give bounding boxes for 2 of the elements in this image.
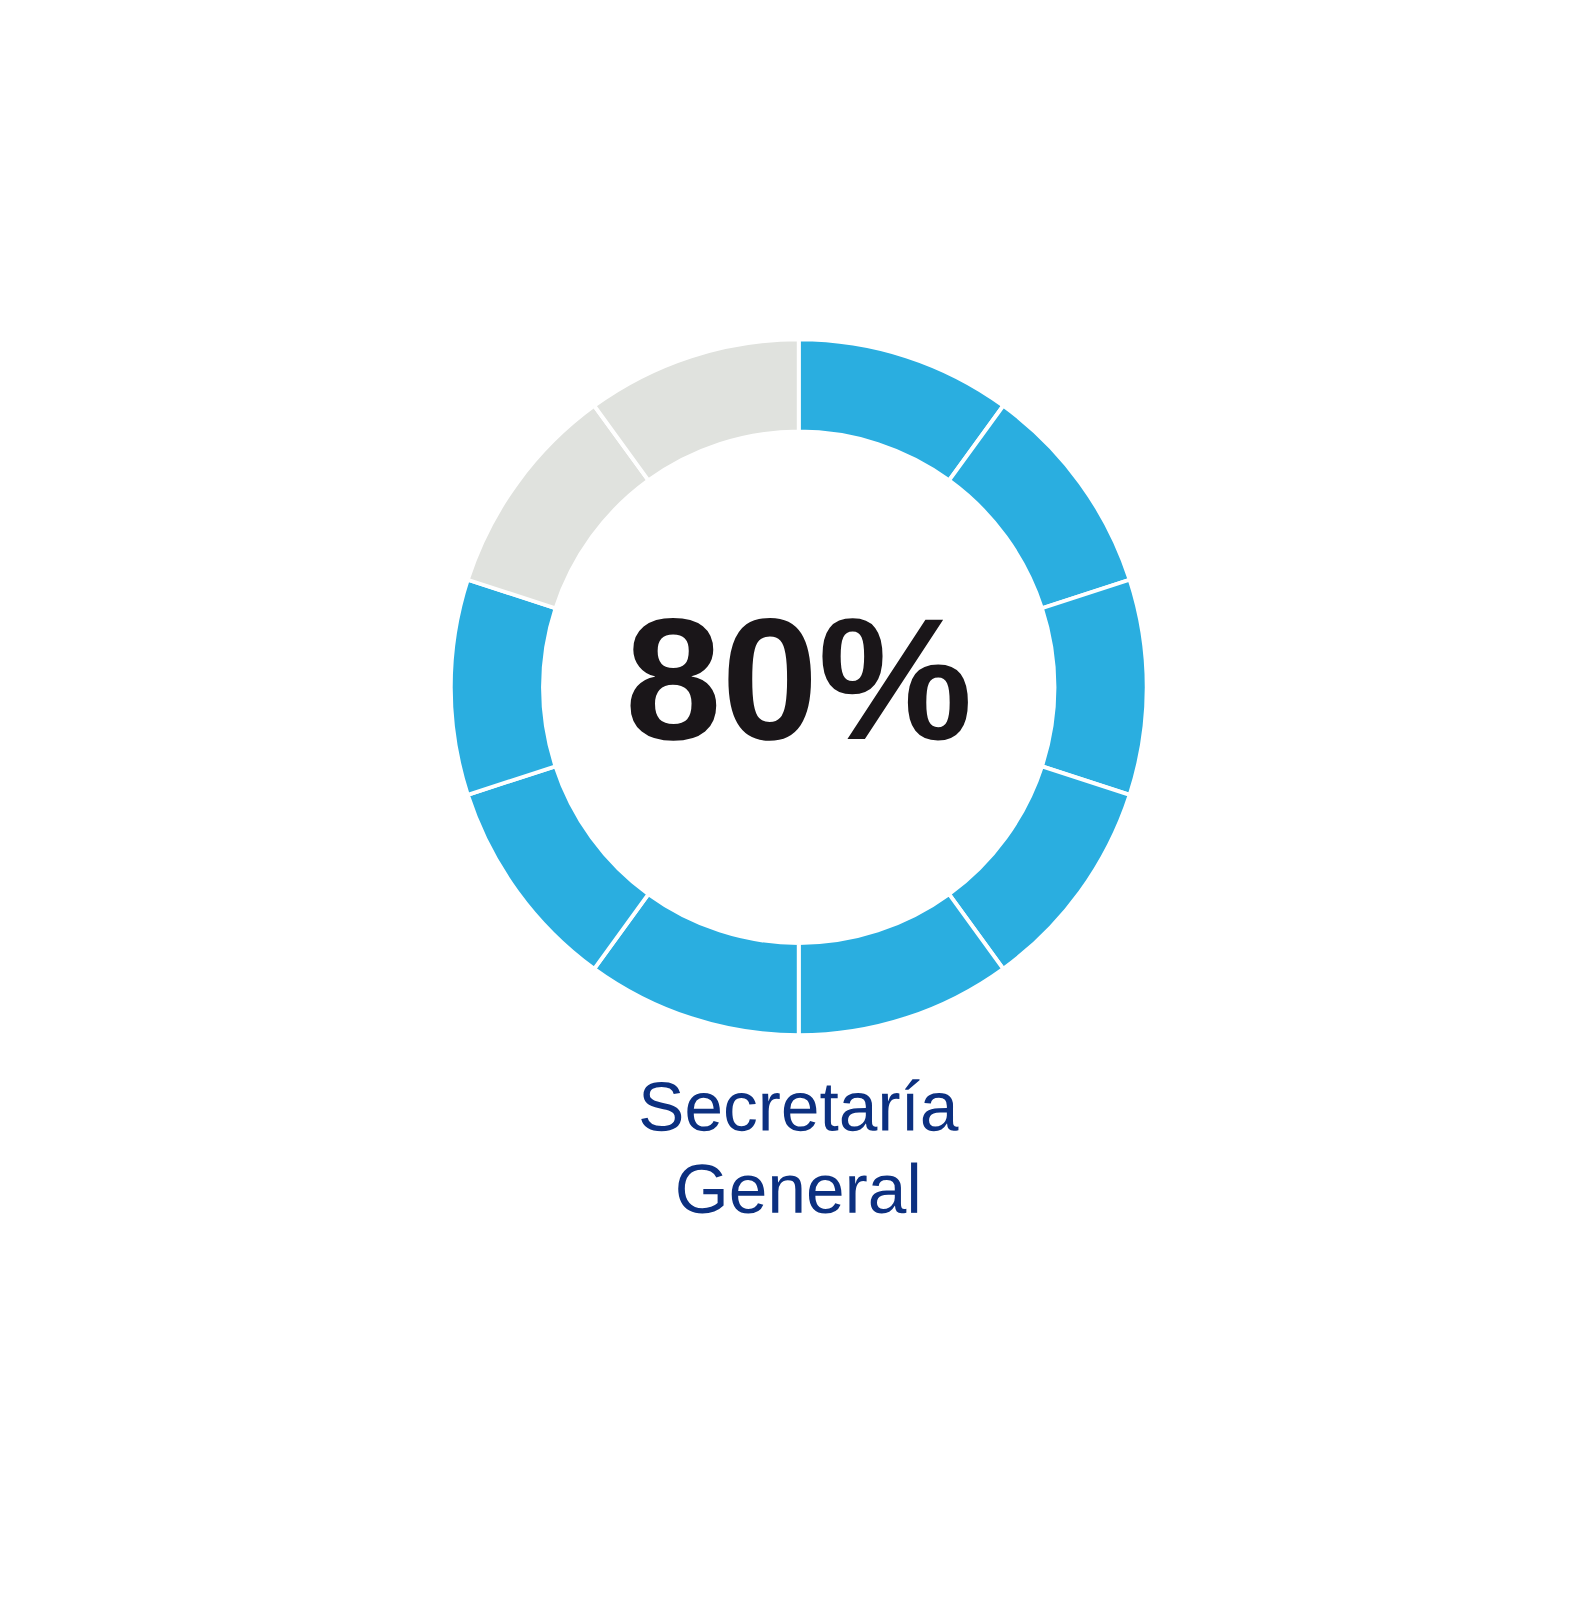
text: 80%: [630, 617, 968, 741]
text: Secretaría General: [641, 1079, 959, 1214]
